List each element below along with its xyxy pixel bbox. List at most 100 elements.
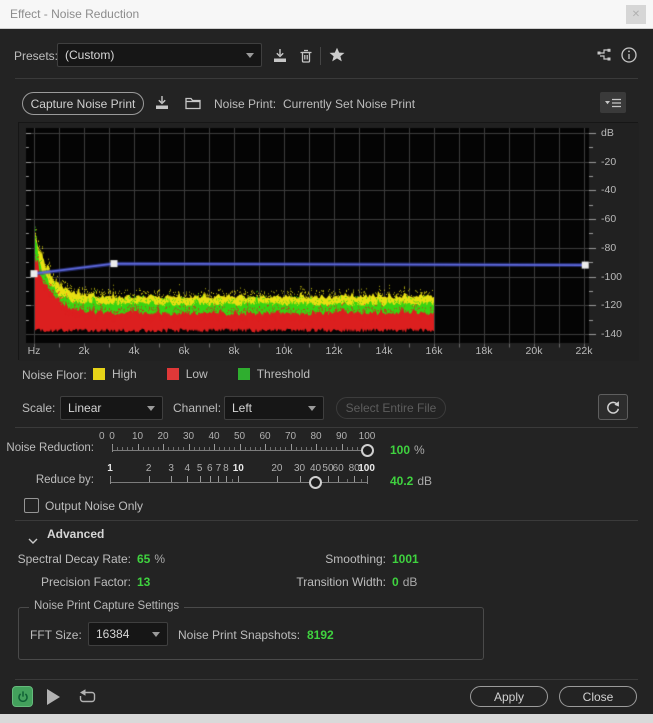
capture-noise-print-button[interactable]: Capture Noise Print: [22, 92, 144, 115]
channel-dropdown[interactable]: Left: [224, 396, 324, 420]
spectral-decay-rate-value[interactable]: 65%: [137, 552, 166, 566]
smoothing-label: Smoothing:: [325, 552, 386, 566]
advanced-collapse-chevron-icon[interactable]: [28, 532, 38, 550]
reduce-by-slider[interactable]: 1 2 3 4 5 6 7 8 10 20 30 40 50 60 80 100: [107, 463, 388, 490]
legend-swatch: [166, 368, 179, 380]
ruler-number: 40: [309, 463, 322, 474]
slider-track-cap: [112, 445, 113, 452]
favorite-icon[interactable]: [328, 46, 346, 64]
scale-dropdown[interactable]: Linear: [60, 396, 163, 420]
noise-floor-legend: High Low Threshold: [93, 367, 340, 381]
freq-tick-label: 14k: [375, 345, 393, 357]
capture-button-label: Capture Noise Print: [30, 96, 136, 111]
ruler-tick: [229, 447, 231, 450]
channel-value: Left: [232, 401, 253, 415]
ruler-tick: [321, 447, 323, 450]
ruler-number: 50: [322, 463, 334, 474]
slider-track-cap: [366, 477, 368, 484]
window-bottom-edge: [0, 714, 653, 723]
save-preset-icon[interactable]: [271, 47, 289, 65]
info-icon[interactable]: [620, 46, 638, 64]
title-bar[interactable]: Effect - Noise Reduction ✕: [0, 0, 653, 29]
legend-label: Noise Floor:: [22, 368, 87, 382]
delete-preset-icon[interactable]: [297, 47, 315, 65]
output-noise-only-checkbox[interactable]: [24, 498, 39, 513]
ruler-tick: [276, 476, 278, 482]
ruler-number: 90: [335, 431, 348, 442]
ruler-tick: [351, 447, 353, 450]
reset-icon[interactable]: [598, 394, 628, 420]
ruler-tick: [346, 447, 348, 450]
slider-track: [110, 482, 367, 483]
transition-width-value[interactable]: 0 dB: [392, 575, 418, 589]
ruler-number: 1: [107, 463, 113, 474]
loop-playback-icon[interactable]: [78, 688, 97, 711]
ruler-tick: [193, 447, 195, 450]
noise-print-snapshots-value[interactable]: 8192: [307, 628, 334, 642]
ruler-tick: [152, 447, 154, 450]
ruler-tick: [299, 476, 301, 482]
ruler-tick: [232, 479, 234, 482]
close-button[interactable]: Close: [559, 686, 637, 707]
close-icon[interactable]: ✕: [626, 5, 646, 24]
noise-reduction-slider[interactable]: 0 10 20 30 40 50 60 70 80 90 100: [109, 431, 390, 458]
presets-label: Presets:: [14, 49, 59, 63]
ruler-tick: [157, 447, 159, 450]
noise-print-capture-settings-group: Noise Print Capture Settings: [18, 600, 484, 660]
preview-play-icon[interactable]: [47, 689, 60, 705]
slider-knob[interactable]: [360, 443, 374, 457]
ruler-number: 80: [348, 463, 360, 474]
ruler-tick: [310, 447, 312, 450]
scale-label: Scale:: [22, 401, 56, 415]
ruler-tick: [244, 447, 246, 450]
noise-reduction-unit: %: [414, 443, 425, 457]
legend-item-label: Low: [185, 367, 208, 381]
routing-icon[interactable]: [596, 48, 612, 69]
ruler-number: 0: [109, 431, 115, 442]
ruler-number: 6: [207, 463, 213, 474]
freq-tick-label: 22k: [575, 345, 593, 357]
ruler-tick: [214, 444, 215, 450]
apply-button[interactable]: Apply: [470, 686, 548, 707]
ruler-tick: [225, 476, 227, 482]
output-noise-only-label: Output Noise Only: [45, 499, 144, 513]
fft-size-dropdown[interactable]: 16384: [88, 622, 168, 646]
ruler-tick: [239, 444, 241, 450]
legend-swatch: [93, 368, 105, 380]
ruler-number: 60: [332, 463, 344, 474]
freq-tick-label: 4k: [128, 345, 140, 357]
panel-menu-icon[interactable]: [600, 92, 626, 113]
noise-reduction-label: Noise Reduction:: [6, 442, 94, 454]
ruler-tick: [137, 444, 139, 450]
ruler-tick: [122, 447, 124, 450]
ruler-tick: [224, 447, 226, 450]
save-noise-print-icon[interactable]: [153, 94, 171, 112]
load-noise-print-folder-icon[interactable]: [184, 94, 202, 112]
ruler-tick: [259, 447, 261, 450]
ruler-tick: [127, 447, 129, 450]
db-tick-label: -40: [601, 184, 617, 197]
smoothing-value[interactable]: 1001: [392, 552, 419, 566]
power-toggle-button[interactable]: [12, 686, 33, 707]
ruler-number: 7: [215, 463, 222, 474]
section-divider: [15, 78, 638, 79]
ruler-tick: [290, 444, 292, 450]
noise-reduction-value: 100%: [390, 443, 425, 457]
ruler-number: 8: [223, 463, 229, 474]
advanced-section-title[interactable]: Advanced: [47, 527, 105, 541]
slider-knob[interactable]: [309, 475, 323, 489]
noise-spectrum-plot[interactable]: [19, 123, 639, 361]
ruler-number: 4: [184, 463, 191, 474]
chevron-down-icon: [308, 405, 316, 411]
ruler-tick: [305, 447, 307, 450]
presets-dropdown[interactable]: (Custom): [57, 43, 262, 67]
ruler-tick: [148, 476, 150, 482]
ruler-number: 80: [310, 431, 322, 442]
ruler-tick: [327, 476, 329, 482]
ruler-number: 10: [232, 463, 244, 474]
freq-tick-label: 12k: [325, 345, 343, 357]
precision-factor-value[interactable]: 13: [137, 575, 151, 589]
ruler-number: 10: [131, 431, 144, 442]
group-title: Noise Print Capture Settings: [29, 600, 185, 612]
